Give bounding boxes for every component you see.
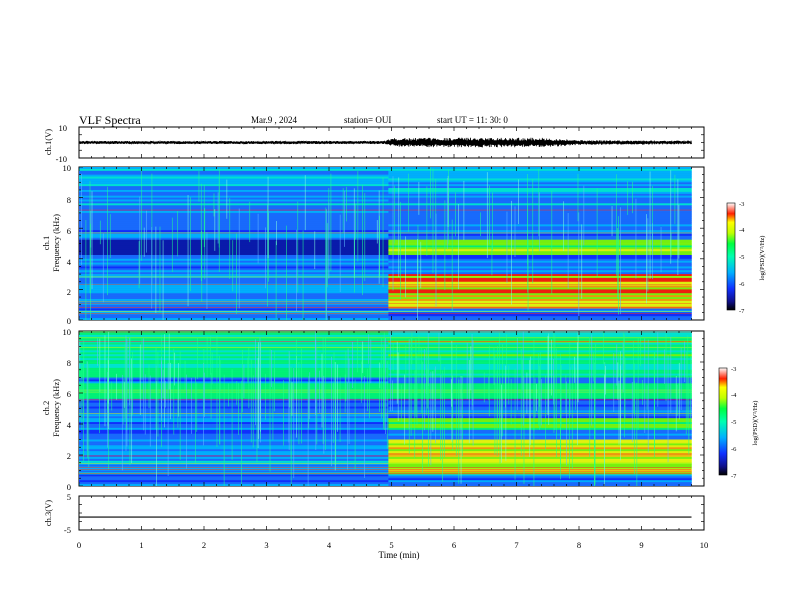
xtick-label-7: 7 xyxy=(514,540,518,550)
spec1-ytick-4: 4 xyxy=(67,257,72,267)
spec2-ytick-4: 4 xyxy=(67,420,72,430)
ch2-spectrogram-channel: ch.2 xyxy=(41,401,51,415)
xtick-label-1: 1 xyxy=(139,540,143,550)
xtick-label-10: 10 xyxy=(700,540,709,550)
spec1-ytick-2: 2 xyxy=(67,287,71,297)
xtick-label-3: 3 xyxy=(264,540,268,550)
date-label: Mar.9 , 2024 xyxy=(251,115,297,125)
spec1-ytick-0: 0 xyxy=(67,316,71,326)
ch1-ytick-top: 10 xyxy=(59,123,68,133)
ch3-ytick-bottom: -5 xyxy=(64,525,71,535)
cb1-tick--3: -3 xyxy=(739,201,744,208)
spec2-ytick-10: 10 xyxy=(63,327,72,337)
colorbar-1-label: log(PSD)(V²/Hz) xyxy=(759,236,766,281)
ch2-spectrogram-ylabel: Frequency (kHz) xyxy=(51,379,61,437)
ch3-waveform-ylabel: ch.3(V) xyxy=(43,500,53,526)
ch2-spectrogram-image xyxy=(79,331,692,486)
xtick-label-0: 0 xyxy=(77,540,81,550)
station-label: station= OUI xyxy=(344,115,392,125)
cb1-tick--4: -4 xyxy=(739,227,745,234)
ch1-waveform-trace xyxy=(78,137,692,148)
spec2-ytick-0: 0 xyxy=(67,482,71,492)
ch1-spectrogram-image xyxy=(79,167,692,320)
start-time-label: start UT = 11: 30: 0 xyxy=(437,115,508,125)
ch1-spectrogram-channel: ch.1 xyxy=(41,236,51,250)
ch3-waveform-frame xyxy=(78,495,705,531)
spec2-ytick-2: 2 xyxy=(67,451,71,461)
cb1-tick--6: -6 xyxy=(739,281,745,288)
xtick-label-4: 4 xyxy=(327,540,332,550)
spec2-ytick-6: 6 xyxy=(67,389,71,399)
cb1-tick--5: -5 xyxy=(739,254,744,261)
spec1-ytick-8: 8 xyxy=(67,195,71,205)
colorbar-1 xyxy=(726,202,736,311)
cb2-tick--4: -4 xyxy=(731,392,737,399)
axis-ticks xyxy=(78,126,705,531)
cb2-tick--3: -3 xyxy=(731,366,736,373)
chart-title: VLF Spectra xyxy=(79,113,141,127)
colorbar-2-label: log(PSD)(V²/Hz) xyxy=(752,401,759,446)
ch1-spectrogram-ylabel: Frequency (kHz) xyxy=(51,214,61,272)
ch1-waveform-ylabel: ch.1(V) xyxy=(43,129,53,155)
xtick-label-5: 5 xyxy=(389,540,393,550)
cb1-tick--7: -7 xyxy=(739,308,745,315)
spec2-ytick-8: 8 xyxy=(67,358,71,368)
cb2-tick--5: -5 xyxy=(731,419,736,426)
ch3-ytick-top: 5 xyxy=(67,492,71,502)
spec1-ytick-6: 6 xyxy=(67,226,71,236)
colorbar-2 xyxy=(718,367,728,476)
x-axis-label: Time (min) xyxy=(379,550,420,560)
spec1-ytick-10: 10 xyxy=(63,163,72,173)
xtick-label-9: 9 xyxy=(639,540,643,550)
xtick-label-6: 6 xyxy=(452,540,456,550)
cb2-tick--7: -7 xyxy=(731,473,737,480)
xtick-label-2: 2 xyxy=(202,540,206,550)
cb2-tick--6: -6 xyxy=(731,446,737,453)
xtick-label-8: 8 xyxy=(577,540,581,550)
ch1-waveform-line xyxy=(78,137,692,148)
ch1-ytick-bottom: -10 xyxy=(56,154,67,164)
